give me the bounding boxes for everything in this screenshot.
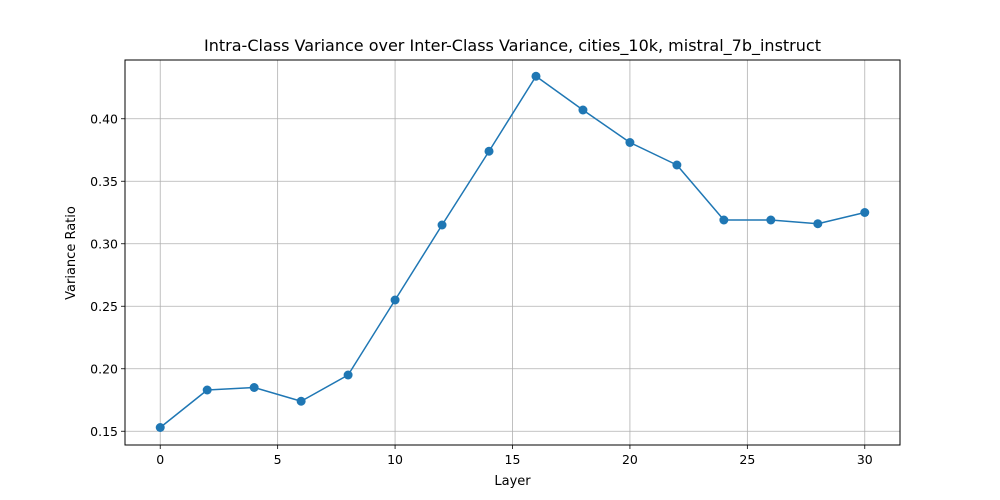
data-point	[437, 220, 447, 230]
series-line	[159, 75, 865, 429]
x-tick-label: 10	[387, 452, 403, 467]
data-point	[719, 215, 729, 225]
data-point	[343, 370, 353, 380]
y-tick-label: 0.20	[90, 361, 118, 376]
x-tick-label: 25	[739, 452, 755, 467]
data-point	[296, 396, 306, 406]
x-tick-label: 20	[622, 452, 638, 467]
y-tick-label: 0.15	[90, 424, 118, 439]
y-tick-label: 0.25	[90, 299, 118, 314]
data-point	[484, 146, 494, 156]
x-axis-label: Layer	[494, 474, 531, 489]
data-point	[813, 219, 823, 229]
x-tick-label: 15	[505, 452, 521, 467]
x-tick-label: 30	[857, 452, 873, 467]
data-point	[155, 423, 165, 432]
data-point	[578, 105, 588, 115]
grid	[125, 60, 900, 445]
data-point	[860, 208, 870, 217]
chart-title: Intra-Class Variance over Inter-Class Va…	[204, 36, 821, 56]
y-axis-label: Variance Ratio	[64, 206, 79, 300]
data-point	[625, 138, 635, 147]
data-point	[766, 215, 776, 225]
x-tick-label: 0	[156, 452, 164, 467]
data-point	[390, 295, 400, 305]
ticks: 0 5 10 15 20 25 30 0.15 0.20 0.25 0.30 0.35 0.40	[90, 111, 873, 467]
y-tick-label: 0.35	[90, 174, 118, 189]
data-point	[672, 160, 682, 170]
data-point	[531, 71, 541, 81]
y-tick-label: 0.40	[90, 111, 118, 126]
y-tick-label: 0.30	[90, 236, 118, 251]
data-point	[249, 383, 259, 392]
series-layer	[155, 71, 870, 432]
data-point	[202, 385, 212, 395]
x-tick-label: 5	[274, 452, 282, 467]
